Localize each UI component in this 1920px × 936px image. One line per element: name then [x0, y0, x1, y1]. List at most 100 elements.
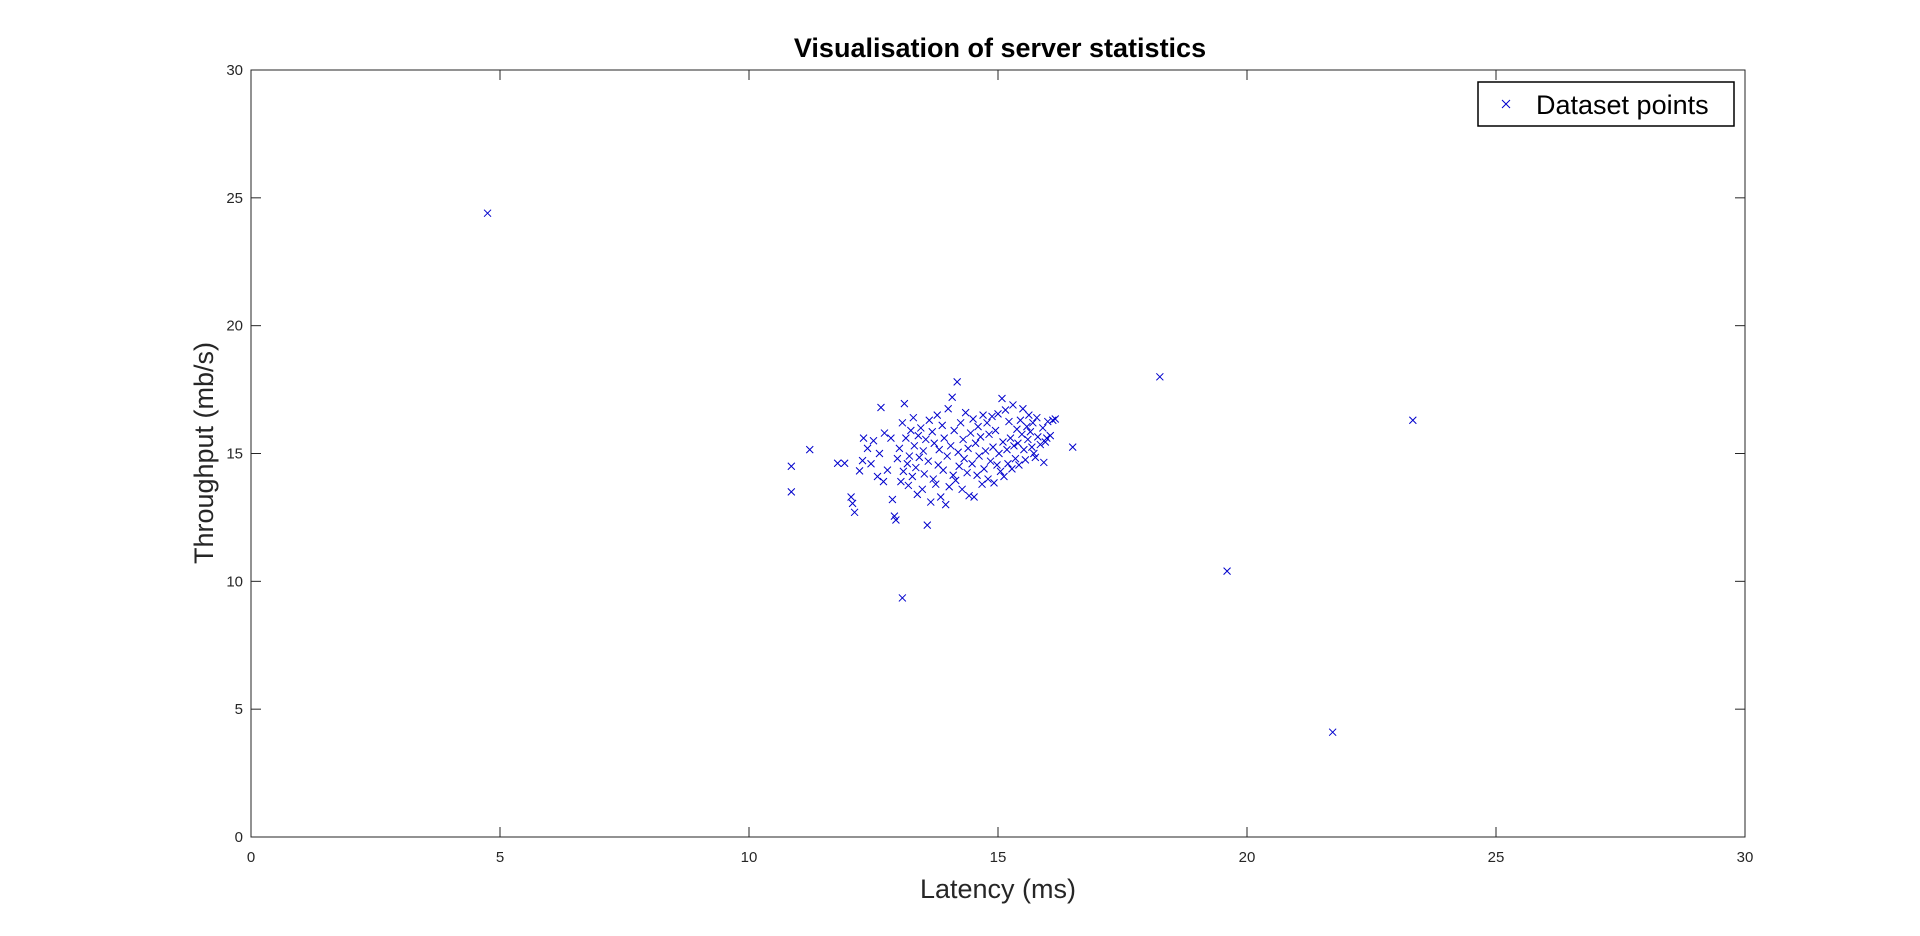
data-point-marker [877, 403, 885, 412]
data-point-marker [892, 516, 900, 524]
data-point-marker [970, 493, 978, 501]
data-point-marker [883, 466, 892, 474]
data-point-marker [787, 487, 796, 496]
data-point-marker [935, 445, 944, 454]
data-point-marker [965, 491, 973, 500]
data-point-marker [1000, 472, 1008, 481]
data-point-marker [964, 444, 972, 453]
data-point-marker [916, 424, 925, 432]
data-point-marker [1023, 422, 1031, 431]
data-point-marker [850, 508, 859, 517]
data-point-marker [973, 471, 981, 480]
y-tick-label: 15 [226, 446, 243, 463]
data-point-marker [1006, 434, 1015, 443]
data-point-marker [961, 408, 970, 417]
data-point-marker [888, 495, 897, 504]
x-tick-label: 10 [741, 849, 758, 866]
data-point-marker [904, 481, 913, 490]
data-point-marker [991, 426, 1000, 435]
data-point-marker [1029, 418, 1037, 427]
data-point-marker [880, 429, 889, 437]
data-point-marker [1028, 443, 1036, 451]
data-point-marker [936, 493, 945, 501]
data-point-marker [988, 412, 996, 421]
data-point-marker [926, 498, 935, 506]
data-point-marker [1011, 454, 1020, 463]
x-tick-label: 25 [1488, 849, 1505, 866]
data-point-marker [915, 453, 924, 462]
legend-marker-icon [1501, 99, 1511, 109]
data-point-marker [974, 422, 982, 431]
data-point-marker [875, 449, 884, 458]
data-point-marker [911, 463, 920, 472]
data-point-marker [990, 479, 998, 487]
data-point-marker [939, 466, 948, 474]
data-point-marker [923, 521, 932, 529]
data-point-marker [848, 499, 857, 508]
y-tick-label: 20 [226, 318, 243, 335]
data-point-marker [899, 467, 908, 476]
data-point-marker [950, 426, 959, 435]
legend: Dataset points [1477, 81, 1735, 127]
axis-ticks: 0 5 10 15 20 25 30 0 5 10 15 20 25 30 [226, 62, 1753, 866]
data-point-marker [925, 416, 934, 425]
data-point-marker [919, 447, 928, 455]
data-point-marker [863, 444, 872, 453]
data-point-marker [867, 459, 875, 468]
data-point-marker [869, 436, 878, 445]
y-tick-label: 5 [235, 701, 243, 718]
data-point-marker [946, 441, 955, 450]
data-point-marker [956, 418, 965, 427]
data-point-marker [1051, 415, 1060, 423]
data-point-marker [943, 452, 952, 460]
data-point-marker [1025, 411, 1033, 420]
data-point-marker [1021, 456, 1030, 464]
data-point-marker [903, 459, 912, 468]
data-point-marker [938, 421, 947, 430]
x-axis-title: Latency (ms) [920, 874, 1076, 904]
data-point-marker [908, 472, 917, 481]
data-point-marker [995, 449, 1003, 458]
data-point-marker [893, 454, 902, 463]
data-point-marker [873, 472, 882, 481]
plot-area [250, 69, 1746, 838]
data-point-marker [1223, 567, 1231, 575]
data-point-marker [963, 468, 971, 477]
data-point-marker [999, 438, 1007, 446]
chart-title: Visualisation of server statistics [794, 33, 1206, 63]
data-point-marker [1038, 424, 1047, 432]
y-tick-label: 0 [235, 829, 243, 846]
data-point-marker [898, 418, 907, 427]
data-point-marker [905, 452, 914, 460]
data-point-marker [968, 459, 976, 468]
data-point-marker [1004, 459, 1012, 468]
legend-label: Dataset points [1536, 90, 1709, 120]
data-point-marker [1068, 443, 1077, 451]
data-point-marker [1015, 461, 1023, 469]
data-point-marker [1005, 417, 1013, 426]
data-point-marker [1020, 445, 1028, 454]
data-point-marker [859, 434, 868, 443]
data-point-marker [1043, 417, 1052, 426]
data-point-marker [1014, 439, 1022, 448]
data-point-marker [983, 418, 991, 427]
data-point-marker [996, 467, 1005, 476]
data-point-marker [1042, 434, 1051, 443]
data-points [483, 209, 1417, 737]
data-point-marker [1026, 427, 1035, 436]
data-point-marker [840, 459, 849, 468]
data-point-marker [976, 433, 985, 441]
x-tick-label: 5 [496, 849, 504, 866]
data-point-marker [960, 454, 968, 463]
data-point-marker [975, 452, 983, 460]
data-point-marker [944, 404, 953, 413]
data-point-marker [971, 439, 980, 448]
y-tick-label: 10 [226, 573, 243, 590]
data-point-marker [858, 456, 867, 465]
data-point-marker [918, 485, 927, 494]
data-point-marker [954, 448, 963, 457]
data-point-marker [958, 485, 966, 494]
legend-box [1477, 81, 1735, 127]
data-point-marker [985, 430, 993, 439]
data-point-marker [847, 493, 855, 501]
